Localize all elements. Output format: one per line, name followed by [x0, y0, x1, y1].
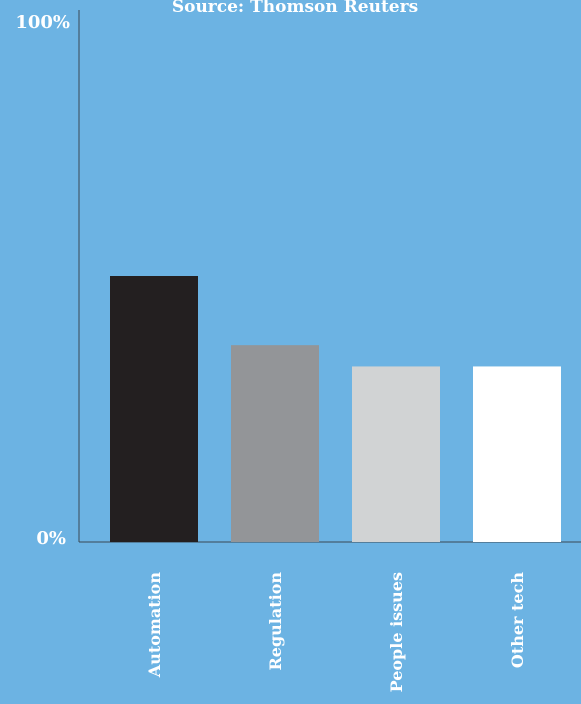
- bar-automation: [110, 276, 198, 542]
- category-label-automation: Automation: [145, 572, 164, 679]
- y-tick-min: 0%: [36, 528, 66, 549]
- bar-people-issues: [352, 366, 440, 542]
- bar-regulation: [231, 345, 319, 542]
- chart-title: Source: Thomson Reuters: [172, 0, 418, 17]
- category-label-people-issues: People issues: [387, 572, 406, 692]
- bars-group: [110, 276, 561, 542]
- category-label-other-tech: Other tech: [508, 572, 527, 668]
- category-labels: Automation Regulation People issues Other t…: [145, 572, 527, 693]
- category-label-regulation: Regulation: [266, 572, 285, 671]
- bar-other-tech: [473, 366, 561, 542]
- y-tick-max: 100%: [15, 12, 70, 33]
